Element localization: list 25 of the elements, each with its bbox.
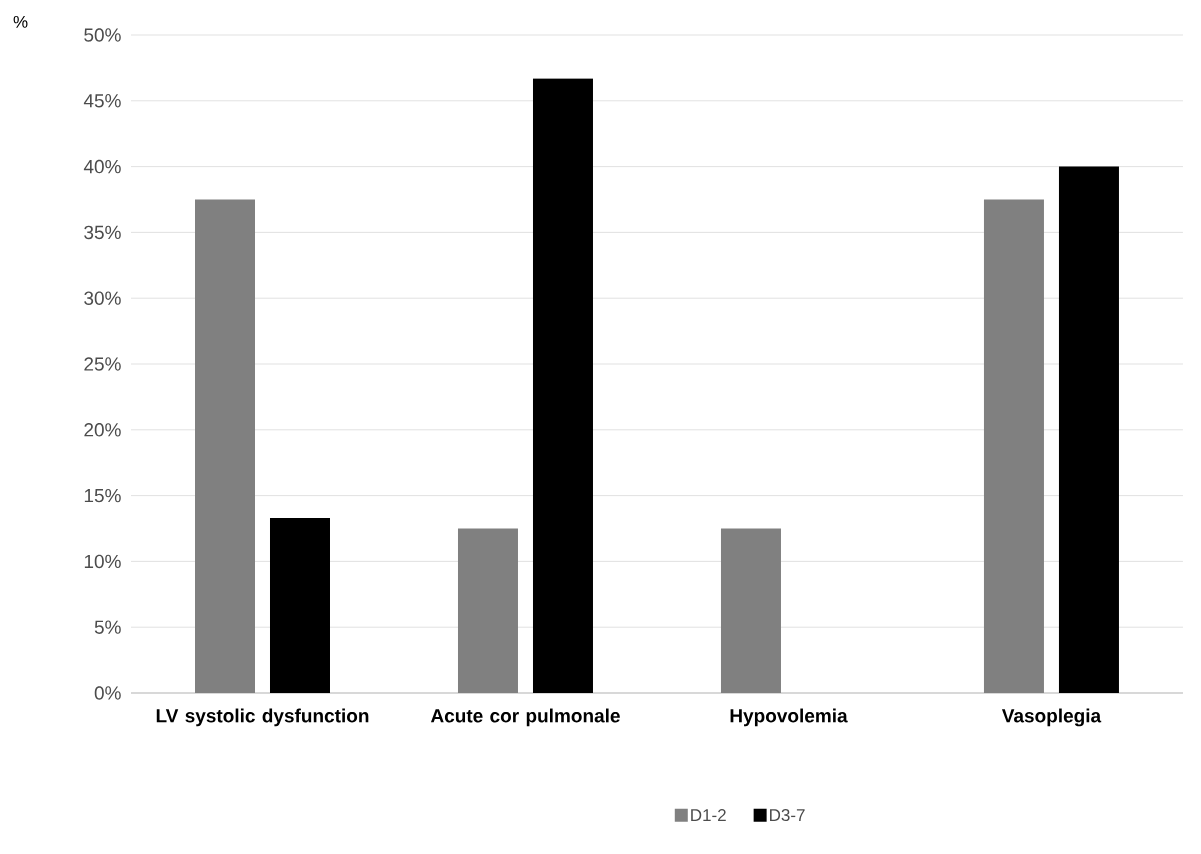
y-tick-label: 0% xyxy=(94,686,121,700)
y-tick-label: 25% xyxy=(84,357,121,371)
x-tick-label: LV systolic dysfunction xyxy=(156,708,369,727)
y-tick-label: 30% xyxy=(84,291,121,305)
x-tick-label: Vasoplegia xyxy=(1001,708,1102,727)
bar xyxy=(983,199,1044,693)
bar xyxy=(720,528,781,693)
y-tick-label: 5% xyxy=(94,620,121,634)
y-tick-label: 50% xyxy=(84,28,121,42)
x-tick-label: Acute cor pulmonale xyxy=(430,708,620,727)
y-tick-label: 20% xyxy=(84,423,121,437)
x-tick-label: Hypovolemia xyxy=(730,708,848,727)
legend-label: D1-2 xyxy=(691,809,726,821)
y-tick-label: 40% xyxy=(83,159,121,174)
bar xyxy=(532,78,593,693)
y-tick-label: 10% xyxy=(84,554,121,569)
y-tick-label: 15% xyxy=(84,488,121,503)
bar xyxy=(269,517,330,693)
y-tick-label: 45% xyxy=(83,94,121,108)
legend-label: D3-7 xyxy=(770,809,805,822)
bar xyxy=(457,528,518,693)
bar xyxy=(195,199,255,693)
y-tick-label: 35% xyxy=(84,225,121,240)
bar xyxy=(1058,166,1119,693)
y-axis-title: % xyxy=(13,15,28,28)
